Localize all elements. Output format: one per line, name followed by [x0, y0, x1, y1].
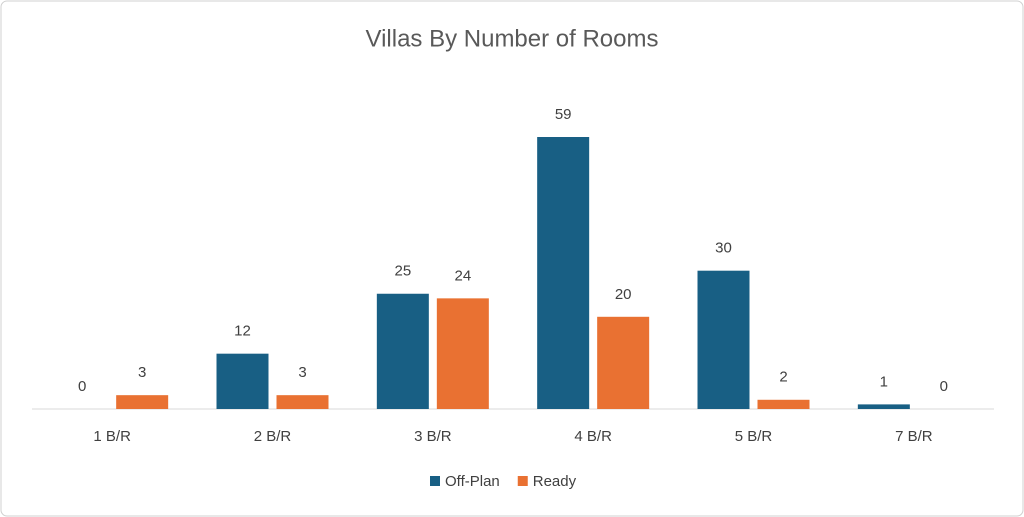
chart-title: Villas By Number of Rooms — [366, 25, 659, 52]
bar — [597, 316, 650, 409]
bar — [857, 404, 910, 409]
bar — [376, 293, 429, 409]
data-label: 0 — [940, 378, 948, 395]
data-label: 0 — [78, 378, 86, 395]
bar — [216, 353, 269, 409]
x-tick-label: 1 B/R — [93, 428, 131, 445]
bar — [436, 298, 489, 409]
x-tick-label: 5 B/R — [735, 428, 773, 445]
data-label: 1 — [880, 373, 888, 390]
bar — [757, 399, 810, 409]
legend-label: Ready — [533, 473, 577, 490]
bar — [697, 270, 750, 409]
legend-label: Off-Plan — [445, 473, 500, 490]
data-label: 20 — [615, 286, 632, 303]
data-label: 59 — [555, 106, 572, 123]
bar — [537, 137, 590, 409]
data-label: 12 — [234, 323, 251, 340]
data-label: 3 — [138, 364, 146, 381]
bar — [276, 395, 329, 409]
data-label: 3 — [298, 364, 306, 381]
x-tick-label: 4 B/R — [574, 428, 612, 445]
legend-swatch — [517, 476, 528, 486]
x-tick-label: 3 B/R — [414, 428, 452, 445]
x-tick-label: 7 B/R — [895, 428, 933, 445]
legend-swatch — [430, 476, 440, 486]
data-label: 30 — [715, 240, 732, 257]
x-tick-label: 2 B/R — [254, 428, 292, 445]
data-label: 24 — [454, 267, 471, 284]
data-label: 2 — [779, 369, 787, 386]
bar — [116, 395, 169, 409]
data-label: 25 — [394, 263, 411, 280]
